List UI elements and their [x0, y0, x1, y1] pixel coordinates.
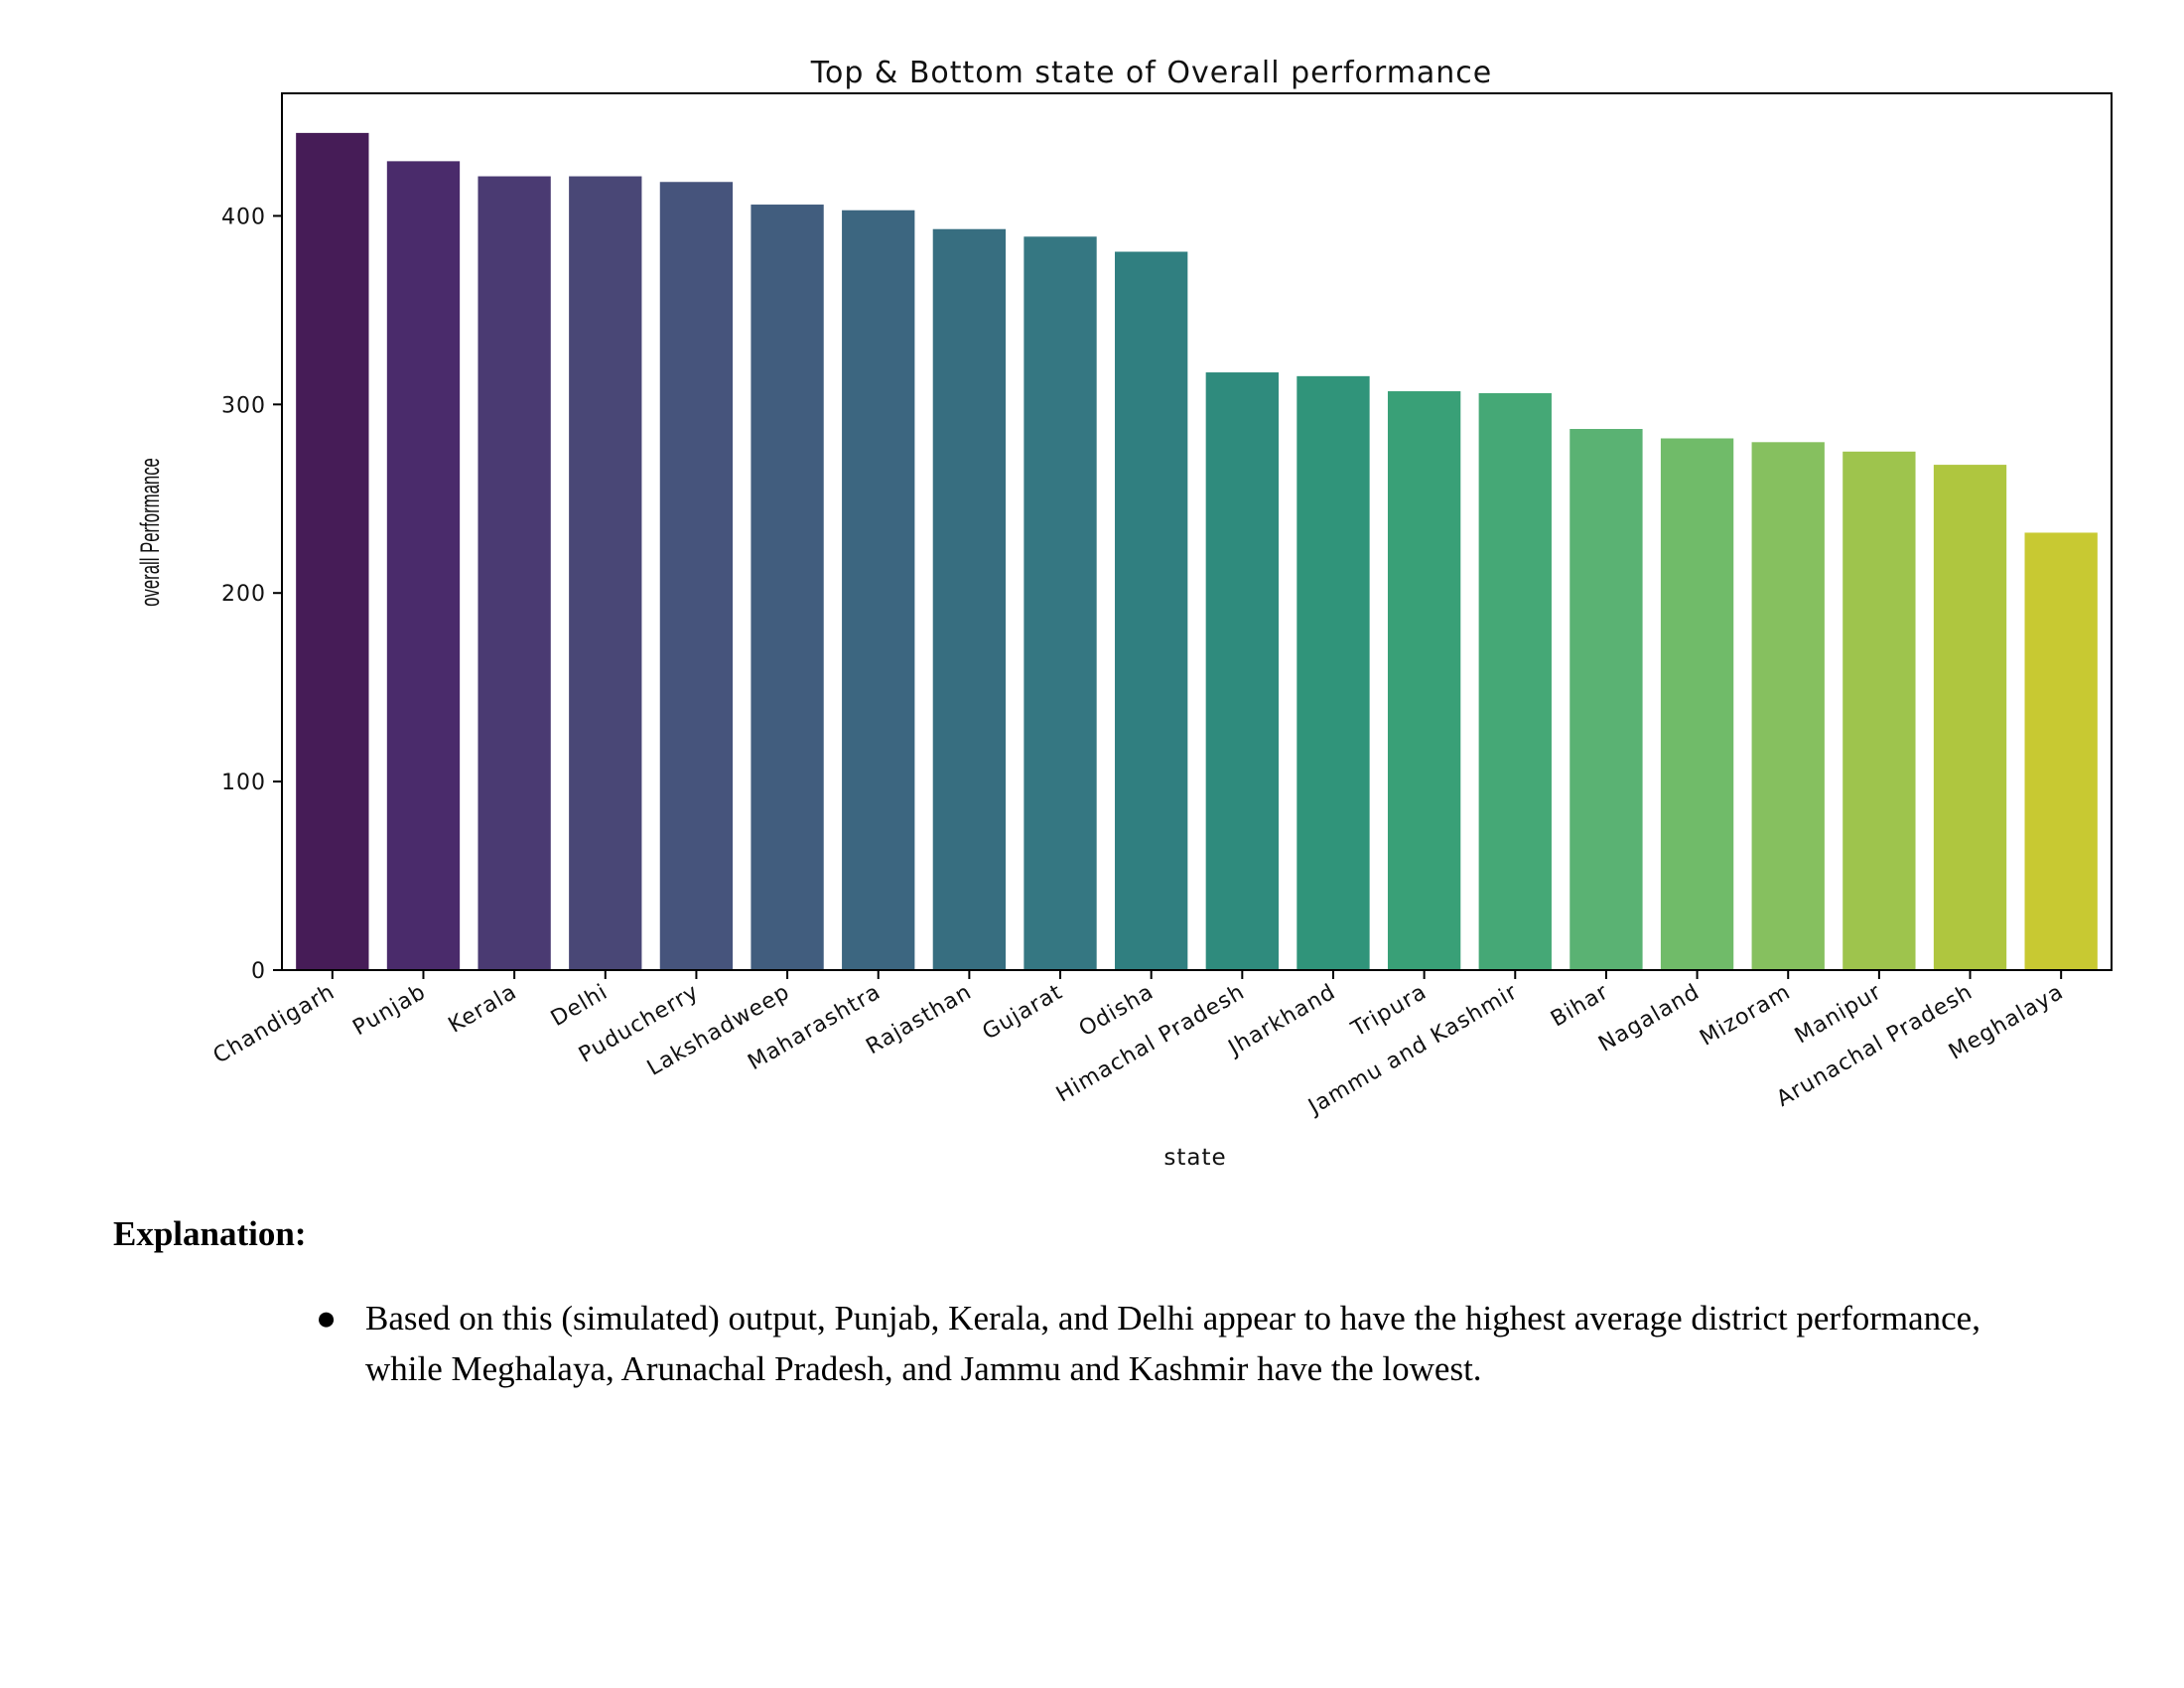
explanation-bullet-text: Based on this (simulated) output, Punjab…: [365, 1299, 1980, 1388]
x-tick-label: Mizoram: [1696, 980, 1795, 1052]
y-axis-label: overall Performance: [135, 458, 165, 607]
bar-manipur: [1843, 451, 1916, 971]
x-tick-label: Bihar: [1547, 980, 1613, 1033]
bar-tripura: [1387, 391, 1461, 970]
x-tick-label: Nagaland: [1594, 980, 1704, 1057]
y-tick-label: 100: [221, 771, 266, 795]
bars: [296, 132, 2098, 971]
bar-himachal-pradesh: [1205, 372, 1279, 970]
plot-frame: [281, 92, 2113, 971]
x-tick-label: Chandigarh: [209, 980, 340, 1069]
bar-delhi: [569, 176, 642, 971]
bar-arunachal-pradesh: [1933, 465, 2007, 970]
y-tick-label: 0: [251, 959, 266, 984]
x-tick-label: Delhi: [547, 980, 613, 1032]
x-tick-label: Kerala: [445, 980, 521, 1039]
bar-kerala: [478, 176, 551, 971]
chart-title: Top & Bottom state of Overall performanc…: [810, 56, 1493, 90]
bar-meghalaya: [2024, 532, 2098, 970]
explanation-heading: Explanation:: [113, 1214, 307, 1253]
bar-gujarat: [1024, 236, 1097, 970]
bar-jammu-and-kashmir: [1478, 392, 1552, 970]
bar-chart: Top & Bottom state of Overall performanc…: [135, 56, 2113, 1171]
x-tick-label: Punjab: [348, 980, 430, 1042]
bar-puducherry: [659, 182, 734, 971]
bar-punjab: [386, 161, 461, 970]
x-axis-label: state: [1163, 1145, 1226, 1171]
bar-nagaland: [1660, 438, 1734, 970]
y-tick-label: 400: [221, 205, 266, 229]
y-tick-label: 300: [221, 393, 266, 418]
bar-chandigarh: [296, 132, 369, 970]
bar-jharkhand: [1297, 375, 1370, 970]
bar-mizoram: [1751, 442, 1825, 970]
bullet-icon: ●: [316, 1299, 338, 1337]
explanation-list: ● Based on this (simulated) output, Punj…: [316, 1293, 2003, 1394]
explanation-bullet: ● Based on this (simulated) output, Punj…: [316, 1293, 2003, 1394]
y-tick-label: 200: [221, 582, 266, 607]
bar-maharashtra: [842, 210, 915, 970]
y-axis: 0 100 200 300 400: [221, 205, 282, 984]
x-tick-label: Gujarat: [979, 980, 1067, 1046]
bar-odisha: [1115, 251, 1188, 971]
bar-bihar: [1570, 429, 1643, 970]
bar-lakshadweep: [751, 205, 824, 970]
x-axis: Chandigarh Punjab Kerala DelhiPuducherryLak…: [209, 970, 2068, 1121]
bar-rajasthan: [932, 228, 1007, 970]
